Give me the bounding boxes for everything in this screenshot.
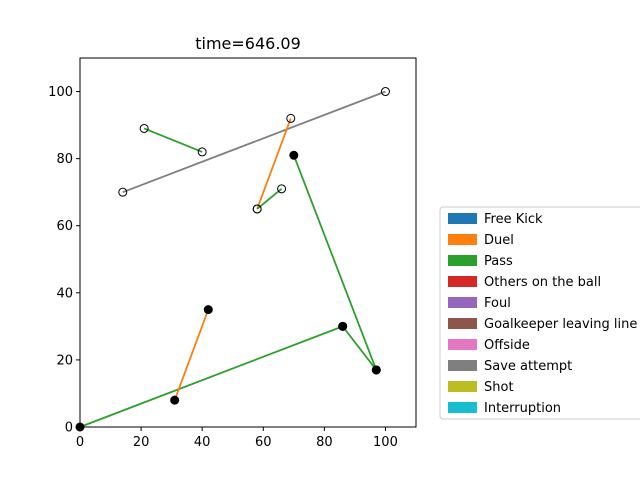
y-tick-label-5: 100 — [48, 85, 73, 100]
data-point-1-1 — [197, 147, 207, 157]
legend-label-9: Interruption — [484, 401, 561, 416]
segment-line-6 — [341, 325, 378, 371]
chart-marks — [75, 87, 390, 432]
legend-label-2: Pass — [484, 254, 513, 269]
chart-legend: Free Kick Duel Pass Others on the ball Foul G… — [439, 206, 640, 420]
y-tick-label-0: 0 — [65, 421, 73, 436]
data-point-0-0 — [118, 187, 128, 197]
legend-swatch-5 — [448, 318, 477, 329]
data-point-0-1 — [380, 87, 390, 97]
data-point-4-0 — [289, 150, 299, 160]
legend-label-8: Shot — [484, 380, 514, 395]
chart-axes: 0 20 40 60 80 100 0 20 40 60 80 100 — [48, 85, 398, 450]
legend-swatch-4 — [448, 297, 477, 308]
data-point-3-1 — [277, 184, 287, 194]
segment-line-1 — [143, 127, 203, 153]
segment-line-7 — [173, 309, 210, 401]
segment-line-2 — [256, 118, 292, 210]
legend-label-3: Others on the ball — [484, 275, 601, 290]
segment-line-3 — [256, 188, 283, 210]
segment-line-4 — [292, 154, 378, 371]
y-tick-label-1: 20 — [56, 353, 73, 368]
data-point-2-1 — [286, 113, 296, 123]
legend-swatch-2 — [448, 255, 477, 266]
legend-label-0: Free Kick — [484, 212, 543, 227]
data-point-6-1 — [371, 365, 381, 375]
chart-title: time=646.09 — [195, 34, 301, 53]
plot-frame — [79, 57, 417, 428]
data-point-3-0 — [252, 204, 262, 214]
segment-line-5 — [79, 325, 344, 428]
data-point-1-0 — [139, 123, 149, 133]
y-tick-label-4: 80 — [56, 152, 73, 167]
legend-swatch-3 — [448, 276, 477, 287]
legend-label-6: Offside — [484, 338, 530, 353]
y-tick-label-2: 40 — [56, 286, 73, 301]
x-tick-label-0: 0 — [76, 435, 84, 450]
x-tick-label-2: 40 — [194, 435, 211, 450]
data-point-6-0 — [338, 321, 348, 331]
legend-label-4: Foul — [484, 296, 511, 311]
legend-swatch-0 — [448, 213, 477, 224]
legend-label-1: Duel — [484, 233, 514, 248]
legend-swatch-6 — [448, 339, 477, 350]
data-point-7-1 — [203, 305, 213, 315]
legend-box — [439, 206, 640, 420]
legend-label-5: Goalkeeper leaving line — [484, 317, 637, 332]
x-tick-label-4: 80 — [316, 435, 333, 450]
legend-swatch-7 — [448, 360, 477, 371]
data-point-7-0 — [170, 395, 180, 405]
legend-swatch-9 — [448, 402, 477, 413]
legend-label-7: Save attempt — [484, 359, 572, 374]
legend-swatch-1 — [448, 234, 477, 245]
x-tick-label-1: 20 — [133, 435, 150, 450]
segment-line-0 — [122, 90, 386, 194]
x-tick-label-3: 60 — [255, 435, 272, 450]
x-tick-label-5: 100 — [373, 435, 398, 450]
legend-swatch-8 — [448, 381, 477, 392]
y-tick-label-3: 60 — [56, 219, 73, 234]
